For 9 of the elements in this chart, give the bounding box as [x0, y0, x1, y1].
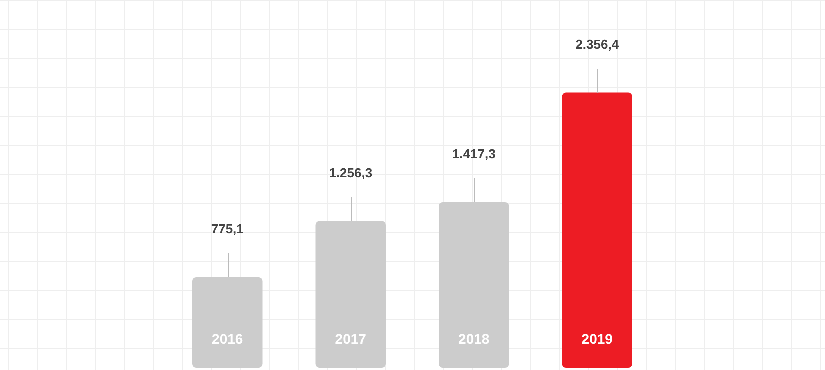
- bar: [316, 221, 386, 368]
- data-label: 1.417,3: [452, 146, 496, 162]
- bar: [562, 92, 632, 368]
- x-tick-label: 2019: [582, 330, 614, 347]
- bar: [192, 277, 263, 368]
- data-label: 775,1: [211, 221, 244, 236]
- data-label: 2.356,4: [576, 36, 620, 52]
- bar: [439, 202, 510, 368]
- data-label: 1.256,3: [329, 165, 373, 180]
